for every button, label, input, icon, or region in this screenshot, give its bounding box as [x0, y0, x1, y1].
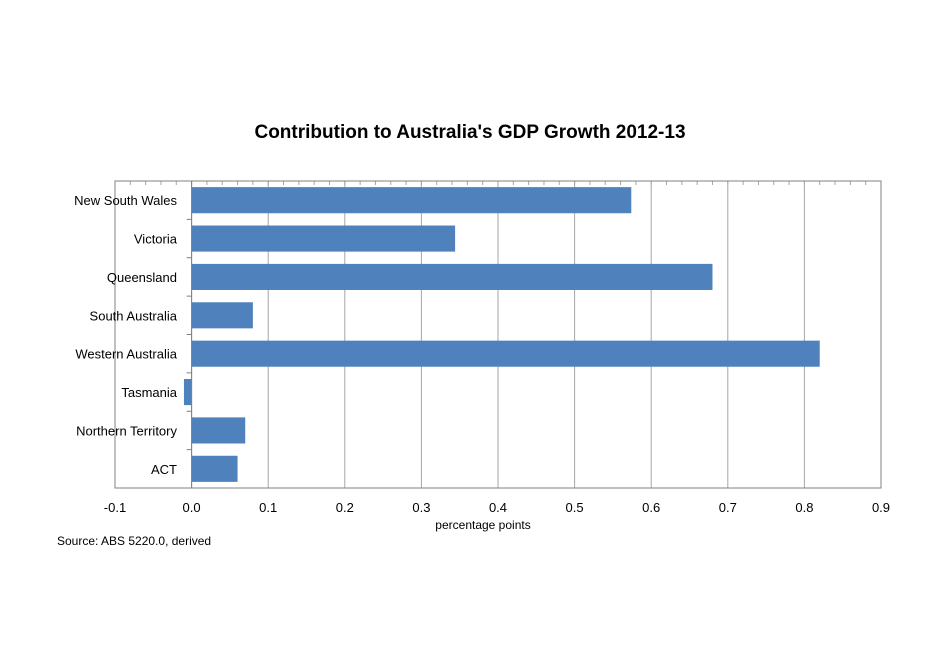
chart-title: Contribution to Australia's GDP Growth 2…: [254, 122, 685, 143]
source-note: Source: ABS 5220.0, derived: [57, 534, 211, 548]
x-tick-label: -0.1: [104, 500, 126, 515]
bar: [191, 187, 632, 214]
category-label: Northern Territory: [76, 423, 177, 438]
bar: [191, 455, 238, 482]
bars: [183, 187, 820, 482]
plot-border: [114, 180, 882, 489]
x-tick-label: 0.2: [336, 500, 354, 515]
category-label: Western Australia: [75, 347, 177, 362]
category-label: Victoria: [134, 232, 178, 247]
category-label: Tasmania: [121, 385, 177, 400]
x-tick-label: 0.6: [642, 500, 660, 515]
x-tick-label: 0.7: [719, 500, 737, 515]
bar: [191, 417, 246, 444]
x-tick-label: 0.3: [412, 500, 430, 515]
category-labels: New South Wales Victoria Queensland South A…: [74, 193, 178, 477]
x-tick-label: 0.5: [566, 500, 584, 515]
bar: [191, 302, 253, 329]
axes: [114, 180, 882, 489]
x-tick-label: 0.0: [183, 500, 201, 515]
category-label: South Australia: [90, 308, 178, 323]
bar: [191, 263, 713, 290]
bar: [191, 340, 820, 367]
x-tick-labels: -0.1 0.0 0.1 0.2 0.3 0.4 0.5 0.6 0.7 0.8 0.9: [104, 500, 890, 515]
x-tick-label: 0.1: [259, 500, 277, 515]
bar: [191, 225, 456, 252]
category-label: Queensland: [107, 270, 177, 285]
x-tick-label: 0.4: [489, 500, 507, 515]
category-label: New South Wales: [74, 193, 177, 208]
bar: [183, 379, 192, 406]
category-label: ACT: [151, 462, 177, 477]
x-axis-label: percentage points: [435, 518, 530, 532]
x-tick-label: 0.8: [795, 500, 813, 515]
x-tick-label: 0.9: [872, 500, 890, 515]
